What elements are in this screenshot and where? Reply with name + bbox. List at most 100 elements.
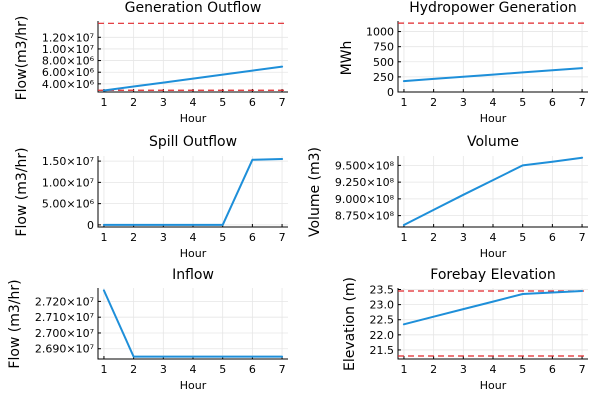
x-tick-label: 3 bbox=[460, 231, 467, 244]
x-tick-label: 7 bbox=[579, 96, 586, 109]
x-tick-label: 1 bbox=[100, 363, 107, 376]
chart-title: Spill Outflow bbox=[149, 134, 237, 150]
y-tick-label: 2.690×10⁷ bbox=[35, 343, 94, 356]
x-tick-label: 5 bbox=[219, 363, 226, 376]
x-tick-label: 3 bbox=[460, 96, 467, 109]
series-line bbox=[102, 158, 284, 226]
y-tick-label: 0 bbox=[387, 86, 394, 99]
y-tick-label: 22.5 bbox=[370, 314, 395, 327]
x-tick-label: 6 bbox=[249, 231, 256, 244]
chart-title: Hydropower Generation bbox=[409, 0, 577, 16]
y-tick-label: 250 bbox=[373, 71, 394, 84]
x-tick-label: 7 bbox=[279, 96, 286, 109]
axes-frame bbox=[97, 288, 288, 360]
y-axis-label: Flow (m3/hr) bbox=[14, 147, 30, 236]
series-line bbox=[102, 289, 284, 358]
subplot-hydropower-generation: 1 2 3 4 5 6 7 0 250 500 750 1000 Hydropower Generati… bbox=[339, 0, 588, 125]
x-tick-label: 1 bbox=[400, 231, 407, 244]
axes-frame bbox=[97, 156, 288, 228]
axes-frame bbox=[397, 288, 588, 360]
x-tick-label: 2 bbox=[130, 363, 137, 376]
x-tick-label: 5 bbox=[519, 363, 526, 376]
x-tick-label: 1 bbox=[400, 96, 407, 109]
y-tick-label: 2.710×10⁷ bbox=[35, 311, 94, 324]
x-tick-label: 2 bbox=[430, 96, 437, 109]
y-axis-label: Elevation (m) bbox=[342, 277, 358, 371]
subplot-spill-outflow: 1 2 3 4 5 6 7 0 5.00×10⁶ 1.00×10⁷ 1.50×10⁷ Spill Ou… bbox=[14, 134, 288, 260]
x-tick-label: 5 bbox=[519, 96, 526, 109]
y-tick-label: 23.0 bbox=[370, 299, 395, 312]
y-tick-label: 1000 bbox=[366, 26, 394, 39]
subplot-forebay-elevation: 1 2 3 4 5 6 7 21.5 22.0 22.5 23.0 23.5 Forebay Eleva… bbox=[342, 267, 588, 392]
y-tick-label: 6.00×10⁶ bbox=[42, 66, 95, 79]
y-tick-label: 2.720×10⁷ bbox=[35, 295, 94, 308]
y-tick-label: 1.00×10⁷ bbox=[42, 43, 94, 56]
subplot-generation-outflow: 1 2 3 4 5 6 7 4.00×10⁶6.00×10⁶8.00×10⁶1.00×10⁷1… bbox=[14, 0, 288, 125]
x-tick-label: 6 bbox=[249, 96, 256, 109]
subplot-inflow: 1 2 3 4 5 6 7 2.690×10⁷ 2.700×10⁷ 2.710×10⁷ 2.720×… bbox=[7, 267, 288, 392]
x-axis-label: Hour bbox=[180, 247, 207, 260]
x-tick-label: 6 bbox=[249, 363, 256, 376]
x-tick-label: 2 bbox=[130, 96, 137, 109]
x-tick-label: 7 bbox=[579, 363, 586, 376]
y-tick-label: 9.500×10⁸ bbox=[335, 159, 395, 172]
x-axis-label: Hour bbox=[480, 379, 507, 392]
x-tick-label: 5 bbox=[219, 231, 226, 244]
x-axis-label: Hour bbox=[180, 112, 207, 125]
x-tick-label: 3 bbox=[160, 96, 167, 109]
y-tick-label: 1.00×10⁷ bbox=[42, 176, 94, 189]
x-tick-label: 6 bbox=[549, 96, 556, 109]
y-tick-label: 8.00×10⁶ bbox=[42, 55, 95, 68]
chart-title: Volume bbox=[467, 134, 519, 150]
y-tick-label: 1.50×10⁷ bbox=[42, 155, 94, 168]
y-tick-label: 9.000×10⁸ bbox=[335, 193, 395, 206]
y-tick-label: 23.5 bbox=[370, 284, 395, 297]
y-tick-label: 9.250×10⁸ bbox=[335, 176, 395, 189]
y-tick-label: 1.20×10⁷ bbox=[42, 31, 94, 44]
x-tick-label: 6 bbox=[549, 363, 556, 376]
x-tick-label: 5 bbox=[219, 96, 226, 109]
x-tick-label: 7 bbox=[279, 363, 286, 376]
y-tick-label: 5.00×10⁶ bbox=[42, 198, 95, 211]
x-tick-label: 3 bbox=[460, 363, 467, 376]
y-tick-label: 2.700×10⁷ bbox=[35, 327, 94, 340]
x-tick-label: 6 bbox=[549, 231, 556, 244]
x-tick-label: 7 bbox=[579, 231, 586, 244]
x-axis-label: Hour bbox=[480, 247, 507, 260]
y-axis-label: Flow (m3/hr) bbox=[7, 279, 23, 368]
chart-title: Forebay Elevation bbox=[430, 267, 555, 283]
x-tick-label: 2 bbox=[430, 363, 437, 376]
x-tick-label: 4 bbox=[190, 363, 197, 376]
x-tick-label: 3 bbox=[160, 231, 167, 244]
y-tick-label: 21.5 bbox=[370, 344, 395, 357]
x-tick-label: 1 bbox=[400, 363, 407, 376]
chart-title: Inflow bbox=[172, 267, 214, 283]
x-tick-label: 4 bbox=[490, 363, 497, 376]
axes-frame bbox=[397, 156, 588, 228]
y-tick-label: 8.750×10⁸ bbox=[335, 210, 395, 223]
series-line bbox=[102, 65, 284, 92]
x-tick-label: 2 bbox=[130, 231, 137, 244]
x-tick-label: 1 bbox=[100, 96, 107, 109]
x-tick-label: 7 bbox=[279, 231, 286, 244]
y-tick-label: 22.0 bbox=[370, 329, 395, 342]
x-tick-label: 4 bbox=[190, 96, 197, 109]
y-axis-label: Volume (m3) bbox=[307, 147, 323, 237]
x-tick-label: 5 bbox=[519, 231, 526, 244]
x-axis-label: Hour bbox=[480, 112, 507, 125]
x-tick-label: 3 bbox=[160, 363, 167, 376]
chart-title: Generation Outflow bbox=[125, 0, 262, 16]
y-tick-label: 750 bbox=[373, 41, 394, 54]
x-tick-label: 4 bbox=[490, 96, 497, 109]
y-tick-label: 500 bbox=[373, 56, 394, 69]
subplot-volume: 1 2 3 4 5 6 7 8.750×10⁸ 9.000×10⁸ 9.250×10⁸ 9.500×… bbox=[307, 134, 588, 260]
axes-frame bbox=[97, 21, 288, 93]
y-tick-label: 0 bbox=[87, 219, 94, 232]
series-line bbox=[402, 156, 584, 226]
y-tick-label: 4.00×10⁶ bbox=[42, 78, 95, 91]
x-tick-label: 1 bbox=[100, 231, 107, 244]
y-axis-label: Flow(m3/hr) bbox=[14, 16, 30, 101]
x-tick-label: 4 bbox=[190, 231, 197, 244]
x-axis-label: Hour bbox=[180, 379, 207, 392]
